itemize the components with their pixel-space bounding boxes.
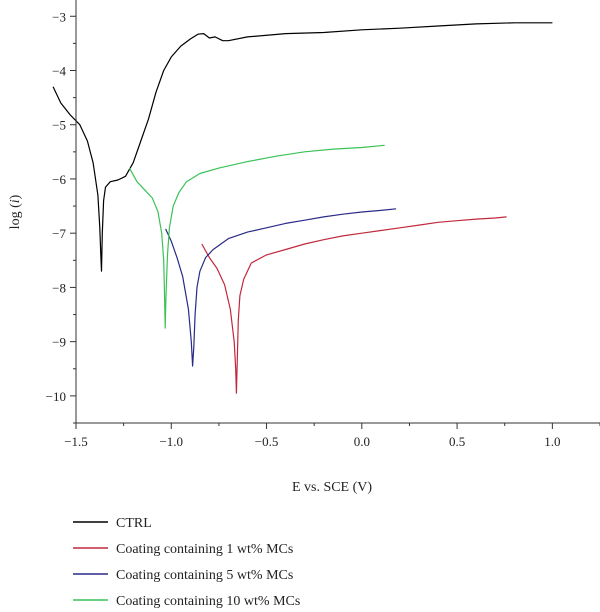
series-line-1 — [201, 216, 507, 394]
x-tick-label: −1.5 — [64, 434, 88, 449]
y-tick-label: −10 — [46, 389, 66, 404]
y-tick-label: −9 — [52, 335, 66, 350]
plot-area — [52, 22, 553, 394]
y-tick-label: −3 — [52, 9, 66, 24]
legend-label-3: Coating containing 10 wt% MCs — [116, 594, 300, 609]
y-tick-label: −6 — [52, 172, 66, 187]
x-tick-label: −1.0 — [159, 434, 183, 449]
y-tick-label: −4 — [52, 64, 66, 79]
legend: CTRL Coating containing 1 wt% MCs Coating … — [73, 516, 300, 609]
axes — [75, 0, 600, 424]
series-line-2 — [165, 208, 397, 367]
y-tick-label: −8 — [52, 280, 66, 295]
series-line-3 — [128, 144, 385, 329]
legend-label-0: CTRL — [116, 516, 152, 531]
y-tick-label: −5 — [52, 118, 66, 133]
x-axis-label: E vs. SCE (V) — [292, 480, 372, 495]
legend-label-2: Coating containing 5 wt% MCs — [116, 568, 293, 583]
y-axis-label: log (i) — [8, 194, 23, 229]
x-tick-label: 0.5 — [449, 434, 465, 449]
y-ticks: −3 −4 −5 −6 −7 −8 −9 −10 — [46, 9, 76, 424]
x-tick-label: 0.0 — [354, 434, 370, 449]
y-tick-label: −7 — [52, 226, 66, 241]
x-tick-label: −0.5 — [255, 434, 279, 449]
y-axis-label-suffix: ) — [8, 194, 23, 199]
series-line-0 — [52, 22, 553, 272]
x-tick-label: 1.0 — [544, 434, 560, 449]
y-axis-label-prefix: log ( — [8, 203, 23, 229]
x-ticks: −1.5 −1.0 −0.5 0.0 0.5 1.0 — [64, 423, 600, 449]
legend-label-1: Coating containing 1 wt% MCs — [116, 542, 293, 557]
y-axis-label-variable: i — [8, 199, 23, 203]
